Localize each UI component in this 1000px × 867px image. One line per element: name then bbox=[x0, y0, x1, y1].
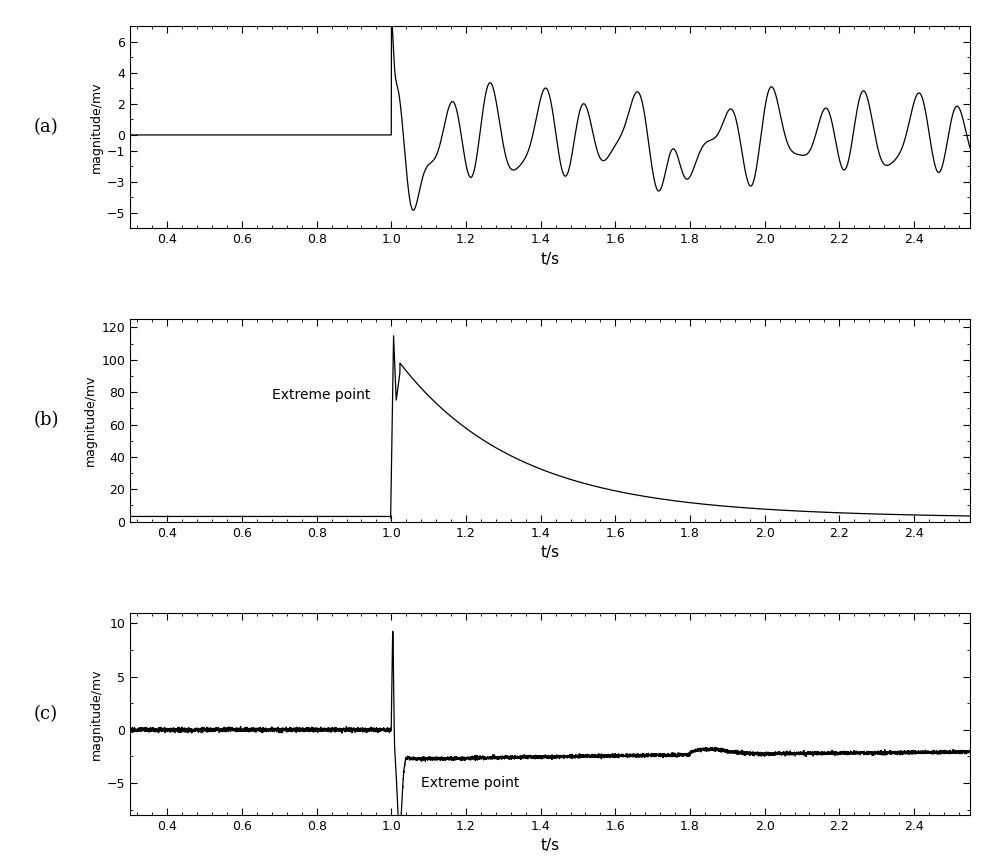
X-axis label: t/s: t/s bbox=[540, 838, 560, 853]
X-axis label: t/s: t/s bbox=[540, 251, 560, 267]
Y-axis label: magnitude/mv: magnitude/mv bbox=[84, 375, 97, 466]
Text: (c): (c) bbox=[34, 705, 58, 723]
Text: (b): (b) bbox=[33, 412, 59, 429]
Text: (a): (a) bbox=[34, 118, 58, 136]
Text: Extreme point: Extreme point bbox=[272, 388, 370, 402]
Text: Extreme point: Extreme point bbox=[421, 776, 520, 790]
Y-axis label: magnitude/mv: magnitude/mv bbox=[89, 668, 102, 759]
Y-axis label: magnitude/mv: magnitude/mv bbox=[89, 81, 102, 173]
X-axis label: t/s: t/s bbox=[540, 545, 560, 560]
